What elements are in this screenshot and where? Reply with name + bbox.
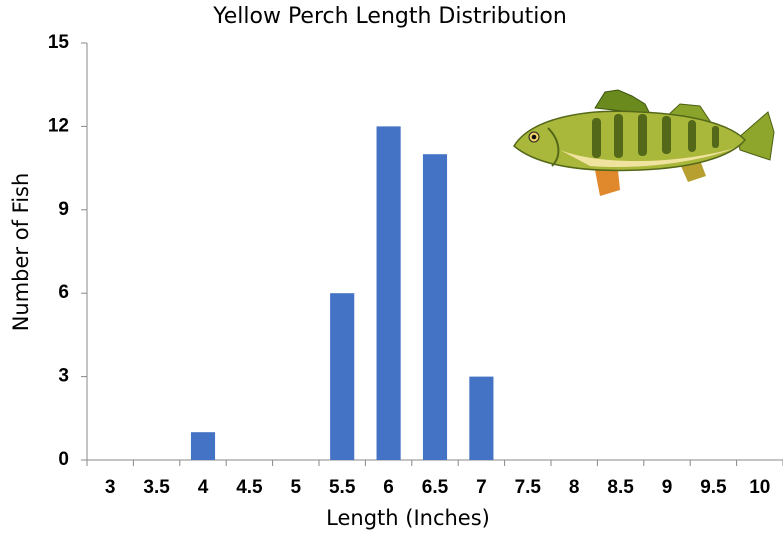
x-tick-label: 5.5 — [329, 477, 356, 498]
bar — [422, 154, 448, 460]
x-tick-label: 3.5 — [143, 477, 170, 498]
y-axis-title: Number of Fish — [9, 173, 33, 332]
x-tick-label: 8.5 — [607, 477, 634, 498]
y-tick-label: 0 — [58, 449, 69, 470]
y-tick-label: 6 — [58, 282, 69, 303]
x-tick-label: 7.5 — [515, 477, 542, 498]
y-tick-label: 3 — [58, 366, 69, 387]
chart-title: Yellow Perch Length Distribution — [212, 4, 567, 29]
x-axis-title: Length (Inches) — [326, 506, 490, 530]
x-tick-label: 9 — [662, 477, 673, 498]
bar — [469, 376, 494, 460]
bar — [190, 432, 216, 460]
y-tick-label: 9 — [58, 199, 69, 220]
x-tick-label: 9.5 — [700, 477, 727, 498]
y-tick-label: 15 — [48, 32, 70, 53]
x-tick-label: 3 — [105, 477, 116, 498]
x-tick-label: 6 — [383, 477, 394, 498]
bar — [330, 293, 355, 460]
fish-illustration — [513, 89, 775, 196]
x-tick-label: 6.5 — [422, 477, 449, 498]
x-tick-label: 4.5 — [236, 477, 263, 498]
x-tick-label: 10 — [749, 477, 770, 498]
x-tick-label: 4 — [198, 477, 209, 498]
x-tick-label: 7 — [476, 477, 487, 498]
x-tick-label: 8 — [569, 477, 580, 498]
y-tick-label: 12 — [48, 115, 69, 136]
bar — [376, 126, 401, 461]
x-tick-label: 5 — [291, 477, 302, 498]
